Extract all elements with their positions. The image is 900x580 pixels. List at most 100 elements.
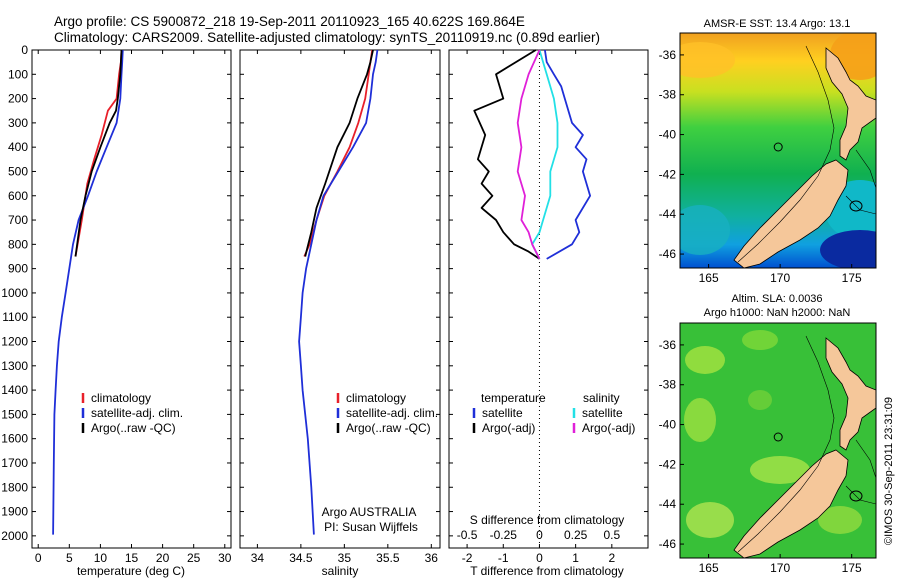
legend-label: satellite-adj. clim.: [91, 406, 183, 420]
diff-series-temperature-argo-adj: [473, 49, 541, 260]
depth-tick-label: 900: [8, 262, 28, 276]
depth-tick-label: 800: [8, 237, 28, 251]
depth-tick-label: 2000: [1, 529, 28, 543]
temp-xtick-label: 0: [35, 551, 42, 565]
map-xtick-label: 170: [770, 561, 790, 575]
map-ytick-label: -38: [659, 88, 677, 102]
depth-tick-label: 400: [8, 140, 28, 154]
sla-float-marker: [773, 432, 783, 442]
sal-xtick-label: 35: [338, 551, 352, 565]
diff-series-salinity-satellite: [531, 49, 559, 260]
depth-tick-label: 1800: [1, 480, 28, 494]
map-xtick-label: 175: [842, 271, 862, 285]
temp-xtick-label: 5: [66, 551, 73, 565]
legend-title-salinity: salinity: [583, 391, 620, 405]
map-xtick-label: 175: [842, 561, 862, 575]
depth-tick-label: 0: [21, 43, 28, 57]
legend-label: satellite: [482, 406, 523, 420]
map-ytick-label: -46: [659, 537, 677, 551]
map-xtick-label: 170: [770, 271, 790, 285]
imos-timestamp: ©IMOS 30-Sep-2011 23:31:09: [883, 397, 895, 545]
map-ytick-label: -36: [659, 338, 677, 352]
map-ytick-label: -40: [659, 418, 677, 432]
depth-tick-label: 500: [8, 164, 28, 178]
legend-label: satellite-adj. clim.: [346, 406, 438, 420]
map-ytick-label: -40: [659, 128, 677, 142]
diff-series-salinity-argo-adj: [516, 49, 541, 260]
map-ytick-label: -44: [659, 497, 677, 511]
sst-map: AMSR-E SST: 13.4 Argo: 13.1 165 170 175 -36…: [659, 18, 877, 285]
legend-label: Argo(-adj): [482, 421, 535, 435]
sla-map-title: Altim. SLA: 0.0036: [731, 293, 822, 305]
depth-tick-label: 1700: [1, 456, 28, 470]
legend-title-temperature: temperature: [481, 391, 546, 405]
map-ytick-label: -38: [659, 378, 677, 392]
diff-xtick-label: 0: [536, 551, 543, 565]
sst-float-marker: [773, 142, 783, 152]
sal-xtick-label: 35.5: [376, 551, 400, 565]
depth-tick-label: 100: [8, 67, 28, 81]
diff-xtick-label: 1: [572, 551, 579, 565]
legend-label: climatology: [346, 391, 406, 405]
map-ytick-label: -42: [659, 457, 677, 471]
temp-xtick-label: 15: [125, 551, 139, 565]
sla-map: Altim. SLA: 0.0036 Argo h1000: NaN h2000…: [659, 293, 877, 575]
diff-s-xtick-label: 0.5: [603, 528, 620, 542]
sla-landmass: [733, 337, 876, 558]
legend-label: Argo(..raw -QC): [91, 421, 176, 435]
depth-tick-label: 1200: [1, 335, 28, 349]
sal-series-argo-raw-qc: [304, 49, 374, 257]
legend-label: satellite: [582, 406, 623, 420]
temperature-panel: 0 5 10 15 20 25 300100200300400500600700800900…: [1, 43, 231, 578]
temp-series-satellite-adj-clim: [52, 49, 124, 535]
depth-tick-label: 1500: [1, 407, 28, 421]
diff-s-xtick-label: 0.25: [564, 528, 588, 542]
difference-legend: temperature salinitysatelliteArgo(-adj)sa…: [472, 391, 635, 435]
temp-series-argo-raw-qc: [74, 49, 123, 257]
header-line-2: Climatology: CARS2009. Satellite-adjuste…: [54, 30, 600, 45]
diff-xtick-label: -1: [498, 551, 509, 565]
sal-xtick-label: 34.5: [289, 551, 313, 565]
header-line-1: Argo profile: CS 5900872_218 19-Sep-2011…: [54, 14, 525, 29]
legend-label: Argo(..raw -QC): [346, 421, 431, 435]
depth-tick-label: 1000: [1, 286, 28, 300]
sal-xtick-label: 34: [251, 551, 265, 565]
map-ytick-label: -44: [659, 207, 677, 221]
diff-xtick-label: -2: [462, 551, 473, 565]
legend-label: climatology: [91, 391, 151, 405]
depth-tick-label: 1900: [1, 505, 28, 519]
diff-xtick-label: 2: [608, 551, 615, 565]
diff-series-temperature-satellite: [544, 49, 591, 260]
temp-xtick-label: 25: [187, 551, 201, 565]
map-xtick-label: 165: [699, 271, 719, 285]
map-ytick-label: -42: [659, 167, 677, 181]
salinity-panel: 34 34.5 35 35.5 36 climatologysatellite-adj.…: [239, 49, 441, 578]
depth-tick-label: 1600: [1, 432, 28, 446]
temp-xtick-label: 30: [218, 551, 232, 565]
depth-tick-label: 600: [8, 189, 28, 203]
sst-map-title: AMSR-E SST: 13.4 Argo: 13.1: [704, 18, 851, 30]
salinity-xlabel: salinity: [322, 564, 359, 578]
depth-tick-label: 200: [8, 92, 28, 106]
map-ytick-label: -46: [659, 247, 677, 261]
sal-xtick-label: 36: [425, 551, 439, 565]
temp-xtick-label: 10: [94, 551, 108, 565]
depth-tick-label: 700: [8, 213, 28, 227]
depth-tick-label: 300: [8, 116, 28, 130]
sal-series-satellite-adj-clim: [298, 49, 379, 535]
map-xtick-label: 165: [699, 561, 719, 575]
temperature-xlabel: temperature (deg C): [77, 564, 185, 578]
annotation-argo-australia: Argo AUSTRALIA: [322, 505, 417, 519]
map-ytick-label: -36: [659, 48, 677, 62]
diff-s-xtick-label: -0.5: [457, 528, 478, 542]
diff-s-xtick-label: -0.25: [490, 528, 518, 542]
legend-label: Argo(-adj): [582, 421, 635, 435]
sla-map-subtitle: Argo h1000: NaN h2000: NaN: [704, 307, 851, 319]
depth-tick-label: 1400: [1, 383, 28, 397]
temp-xtick-label: 20: [156, 551, 170, 565]
difference-xlabel: T difference from climatology: [470, 564, 624, 578]
